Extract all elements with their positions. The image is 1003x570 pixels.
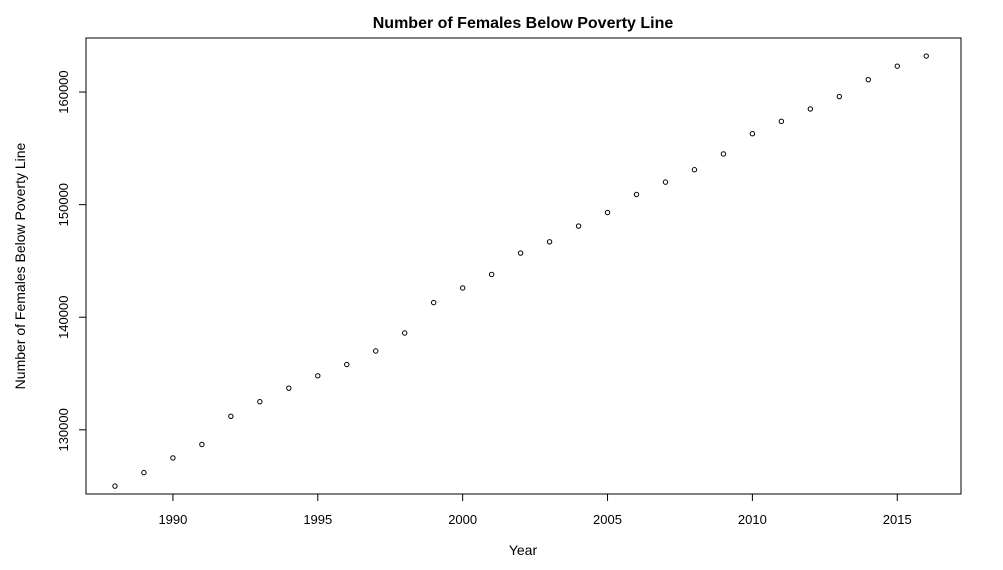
x-tick-label: 2000 (448, 512, 477, 527)
data-point (662, 179, 669, 185)
data-point (199, 441, 205, 448)
data-point (459, 285, 466, 291)
data-point (778, 118, 785, 125)
data-point (633, 191, 640, 198)
x-axis-label: Year (509, 542, 538, 558)
data-point (228, 413, 234, 420)
data-point (575, 223, 582, 229)
data-point (170, 455, 176, 461)
data-point (836, 93, 843, 100)
data-point (286, 385, 292, 391)
x-tick-label: 2015 (883, 512, 912, 527)
x-tick-label: 1995 (303, 512, 332, 527)
data-point (430, 299, 437, 306)
y-axis-label: Number of Females Below Poverty Line (12, 142, 28, 389)
y-tick-label: 150000 (56, 183, 71, 226)
chart-title: Number of Females Below Poverty Line (373, 15, 674, 32)
data-points (112, 53, 929, 489)
y-tick-label: 160000 (56, 70, 71, 113)
x-tick-label: 2010 (738, 512, 767, 527)
data-point (517, 250, 524, 256)
y-tick-label: 130000 (56, 408, 71, 451)
x-axis: 1990 1995 2000 2005 2010 2015 (158, 493, 912, 527)
data-point (141, 469, 147, 476)
data-point (112, 483, 118, 489)
data-point (923, 53, 929, 59)
data-point (604, 209, 611, 216)
data-point (691, 167, 698, 173)
data-point (257, 398, 263, 405)
data-point (546, 239, 553, 245)
y-axis: 130000 140000 150000 160000 (56, 70, 87, 452)
data-point (488, 271, 495, 278)
data-point (894, 63, 900, 69)
x-tick-label: 2005 (593, 512, 622, 527)
x-tick-label: 1990 (158, 512, 187, 527)
y-tick-label: 140000 (56, 296, 71, 339)
data-point (749, 131, 756, 137)
data-point (402, 330, 408, 336)
data-point (315, 373, 321, 379)
plot-frame (85, 37, 962, 495)
data-point (373, 348, 379, 354)
data-point (344, 361, 350, 368)
data-point (720, 151, 727, 157)
data-point (807, 106, 814, 112)
data-point (865, 76, 871, 83)
